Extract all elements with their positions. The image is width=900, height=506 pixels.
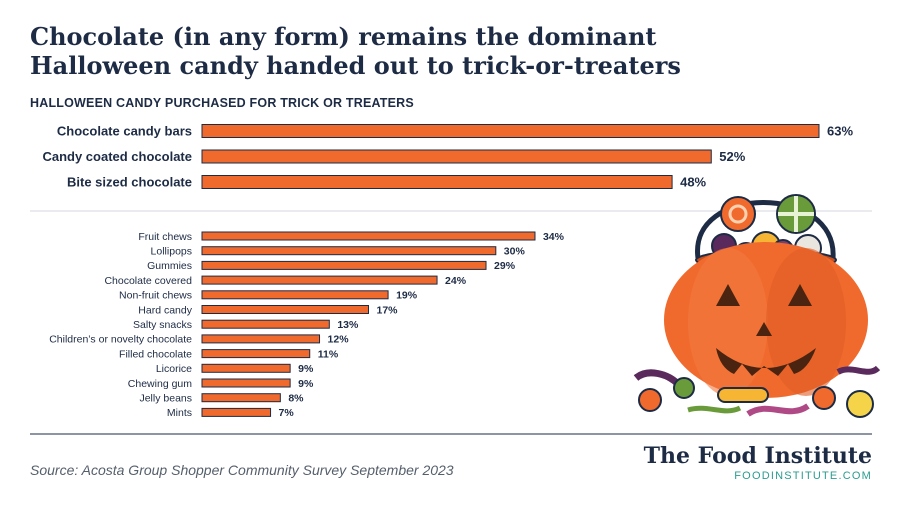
value-label: 29% xyxy=(494,260,516,272)
bar xyxy=(201,149,712,164)
bar xyxy=(201,407,272,417)
category-label: Fruit chews xyxy=(138,231,192,243)
value-label: 7% xyxy=(279,407,295,419)
bar xyxy=(201,275,438,285)
bar xyxy=(201,231,536,241)
bar xyxy=(201,378,291,388)
bar xyxy=(201,319,330,329)
chart-title: Chocolate (in any form) remains the domi… xyxy=(30,22,681,80)
category-label: Chewing gum xyxy=(128,378,192,390)
category-label: Lollipops xyxy=(151,245,192,257)
bar xyxy=(201,175,673,189)
jack-o-lantern-candy-bucket-icon xyxy=(633,194,881,418)
value-label: 63% xyxy=(827,124,853,139)
value-label: 8% xyxy=(288,392,304,404)
value-label: 12% xyxy=(328,334,350,346)
category-label: Bite sized chocolate xyxy=(67,175,192,190)
value-label: 9% xyxy=(298,363,314,375)
bar xyxy=(201,260,487,270)
category-label: Hard candy xyxy=(138,304,192,316)
bar xyxy=(201,246,497,256)
bar xyxy=(201,334,321,344)
value-label: 9% xyxy=(298,378,314,390)
brand-name: The Food Institute xyxy=(643,443,872,469)
category-label: Licorice xyxy=(156,363,192,375)
value-label: 24% xyxy=(445,275,467,287)
category-label: Filled chocolate xyxy=(119,348,192,360)
value-label: 13% xyxy=(337,319,359,331)
source-note: Source: Acosta Group Shopper Community S… xyxy=(30,462,454,478)
top-bar-group: Chocolate candy bars 63% Candy coated choc… xyxy=(42,124,853,190)
category-label: Chocolate candy bars xyxy=(57,124,192,139)
brand-logo: The Food Institute FOODINSTITUTE.COM xyxy=(644,444,872,482)
bar xyxy=(201,393,281,403)
category-label: Children’s or novelty chocolate xyxy=(49,334,192,346)
value-label: 17% xyxy=(376,304,398,316)
brand-url: FOODINSTITUTE.COM xyxy=(734,470,872,482)
category-label: Mints xyxy=(167,407,192,419)
chart-subtitle: HALLOWEEN CANDY PURCHASED FOR TRICK OR T… xyxy=(30,96,414,110)
bar-chart: Chocolate candy bars 63% Candy coated choc… xyxy=(30,124,872,435)
bar xyxy=(201,349,311,359)
value-label: 11% xyxy=(318,348,339,360)
value-label: 34% xyxy=(543,231,565,243)
category-label: Non-fruit chews xyxy=(119,290,192,302)
category-label: Gummies xyxy=(147,260,192,272)
value-label: 30% xyxy=(504,245,526,257)
category-label: Candy coated chocolate xyxy=(42,149,192,164)
value-label: 52% xyxy=(719,149,745,164)
bar xyxy=(201,305,369,314)
category-label: Salty snacks xyxy=(133,319,192,331)
value-label: 19% xyxy=(396,290,418,302)
value-label: 48% xyxy=(680,175,706,190)
bar xyxy=(201,363,291,373)
bar xyxy=(201,124,820,138)
bar xyxy=(201,290,389,300)
category-label: Chocolate covered xyxy=(104,275,192,287)
category-label: Jelly beans xyxy=(139,392,192,404)
bottom-bar-group: Fruit chews 34% Lollipops 30% Gummies 29% Choc… xyxy=(49,231,564,419)
